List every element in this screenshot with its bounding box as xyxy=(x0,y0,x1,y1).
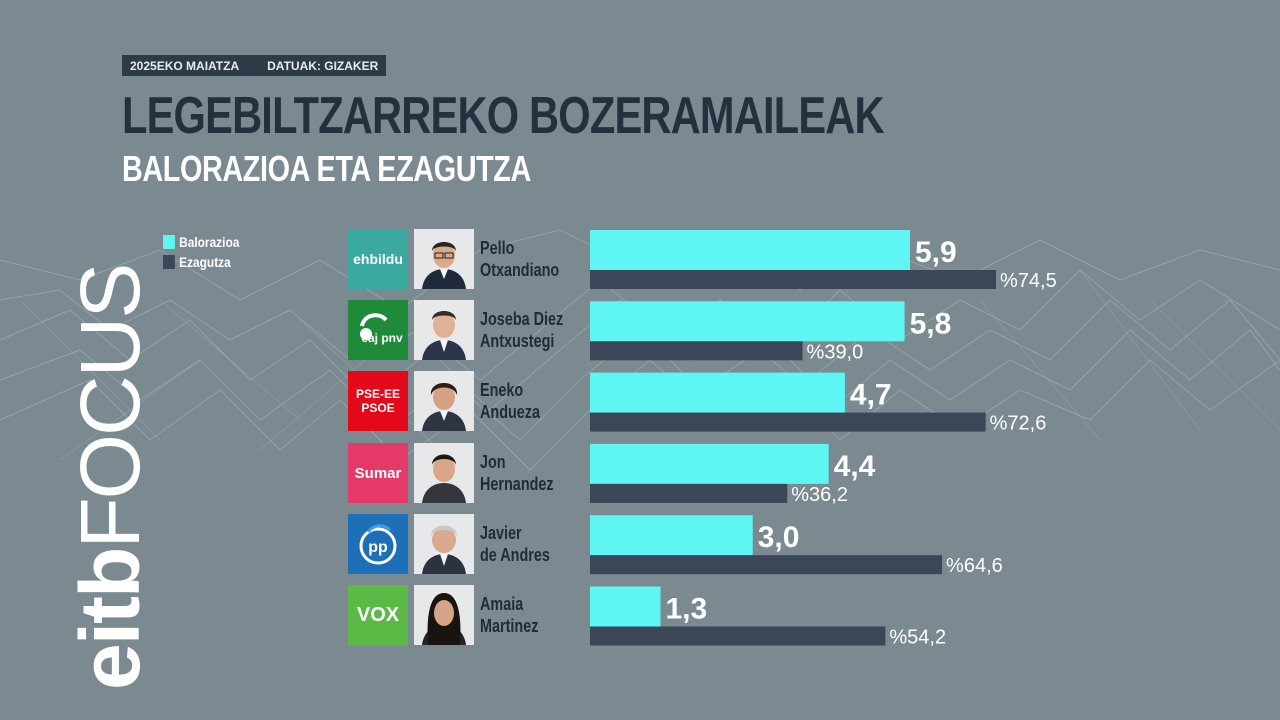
candidate-name: Pello Otxandiano xyxy=(480,238,560,280)
candidate-name: Eneko Andueza xyxy=(480,380,541,422)
meta-bar: 2025EKO MAIATZA DATUAK: GIZAKER xyxy=(122,55,387,76)
bar-ezagutza xyxy=(590,555,943,575)
legend-item-ezagutza: Ezagutza xyxy=(163,252,239,272)
bar-ezagutza xyxy=(590,483,788,503)
source-label: DATUAK: GIZAKER xyxy=(267,58,379,73)
bar-balorazioa xyxy=(590,230,910,270)
date-label: 2025EKO MAIATZA xyxy=(130,58,240,73)
label-balorazioa: 4,4 xyxy=(834,450,876,483)
label-ezagutza: %74,5 xyxy=(1000,270,1057,292)
party-logo-eaj-pnv: eaj pnv xyxy=(348,300,408,360)
bar-ezagutza xyxy=(590,626,886,646)
legend-item-balorazioa: Balorazioa xyxy=(163,232,239,252)
label-ezagutza: %36,2 xyxy=(791,484,848,506)
legend-label-ezagutza: Ezagutza xyxy=(179,254,231,270)
candidate-photo xyxy=(414,300,474,360)
candidate-name: Joseba Diez Antxustegi xyxy=(480,309,564,351)
bar-balorazioa xyxy=(590,301,905,342)
legend-swatch-balorazioa xyxy=(163,235,175,249)
bar-ezagutza xyxy=(590,412,986,432)
label-balorazioa: 3,0 xyxy=(758,521,800,554)
chart-legend: Balorazioa Ezagutza xyxy=(163,232,253,272)
label-ezagutza: %54,2 xyxy=(889,627,946,649)
pnv-logo-text: eaj pnv xyxy=(361,331,403,345)
candidate-photo xyxy=(414,229,474,289)
bar-balorazioa xyxy=(590,586,661,627)
party-logo-sumar: Sumar xyxy=(348,443,408,503)
bar-balorazioa xyxy=(590,443,829,484)
label-balorazioa: 1,3 xyxy=(666,593,708,626)
party-logo-vox: VOX xyxy=(348,585,408,645)
label-balorazioa: 4,7 xyxy=(850,379,892,412)
candidate-photo xyxy=(414,371,474,431)
page-title: LEGEBILTZARREKO BOZERAMAILEAK xyxy=(122,87,885,145)
legend-label-balorazioa: Balorazioa xyxy=(179,234,240,250)
candidate-name: Jon Hernandez xyxy=(480,452,554,494)
bar-ezagutza xyxy=(590,270,996,289)
label-ezagutza: %64,6 xyxy=(946,555,1003,577)
bar-ezagutza xyxy=(590,341,803,361)
label-balorazioa: 5,8 xyxy=(910,307,952,340)
party-logo-ehbildu: ehbildu xyxy=(348,229,408,289)
legend-swatch-ezagutza xyxy=(163,255,175,269)
candidate-photo xyxy=(414,443,474,503)
label-ezagutza: %39,0 xyxy=(807,341,864,363)
candidate-photo xyxy=(414,585,474,645)
party-logo-pse-psoe: PSE-EE PSOE xyxy=(348,371,408,431)
label-ezagutza: %72,6 xyxy=(990,413,1047,435)
pp-logo-text: pp xyxy=(368,539,388,556)
label-balorazioa: 5,9 xyxy=(915,236,957,269)
bar-balorazioa xyxy=(590,372,845,413)
candidate-name: Javier de Andres xyxy=(480,523,550,565)
party-logo-pp: pp xyxy=(348,514,408,574)
page-subtitle: BALORAZIOA ETA EZAGUTZA xyxy=(122,148,531,189)
bar-balorazioa xyxy=(590,515,753,556)
candidate-name: Amaia Martinez xyxy=(480,594,539,636)
candidate-photo xyxy=(414,514,474,574)
